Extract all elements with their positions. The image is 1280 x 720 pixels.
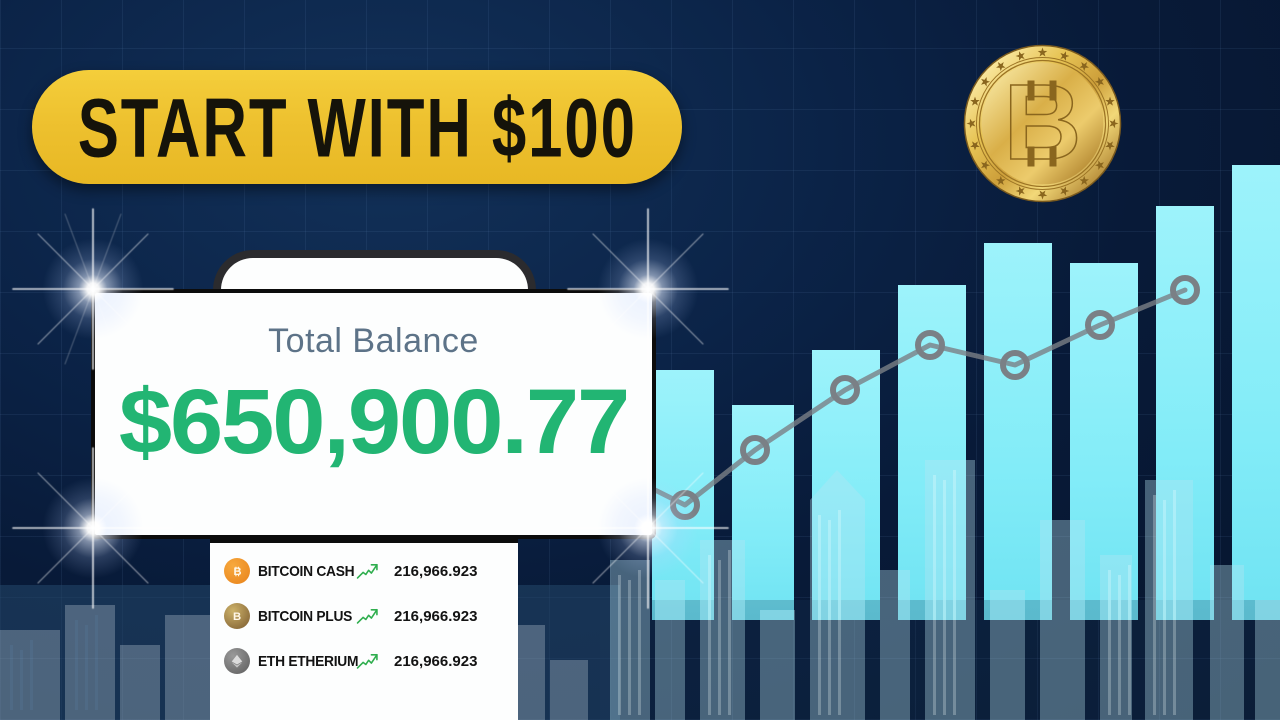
svg-text:B: B	[1004, 61, 1082, 182]
svg-text:B: B	[233, 566, 241, 578]
svg-text:B: B	[233, 611, 241, 623]
